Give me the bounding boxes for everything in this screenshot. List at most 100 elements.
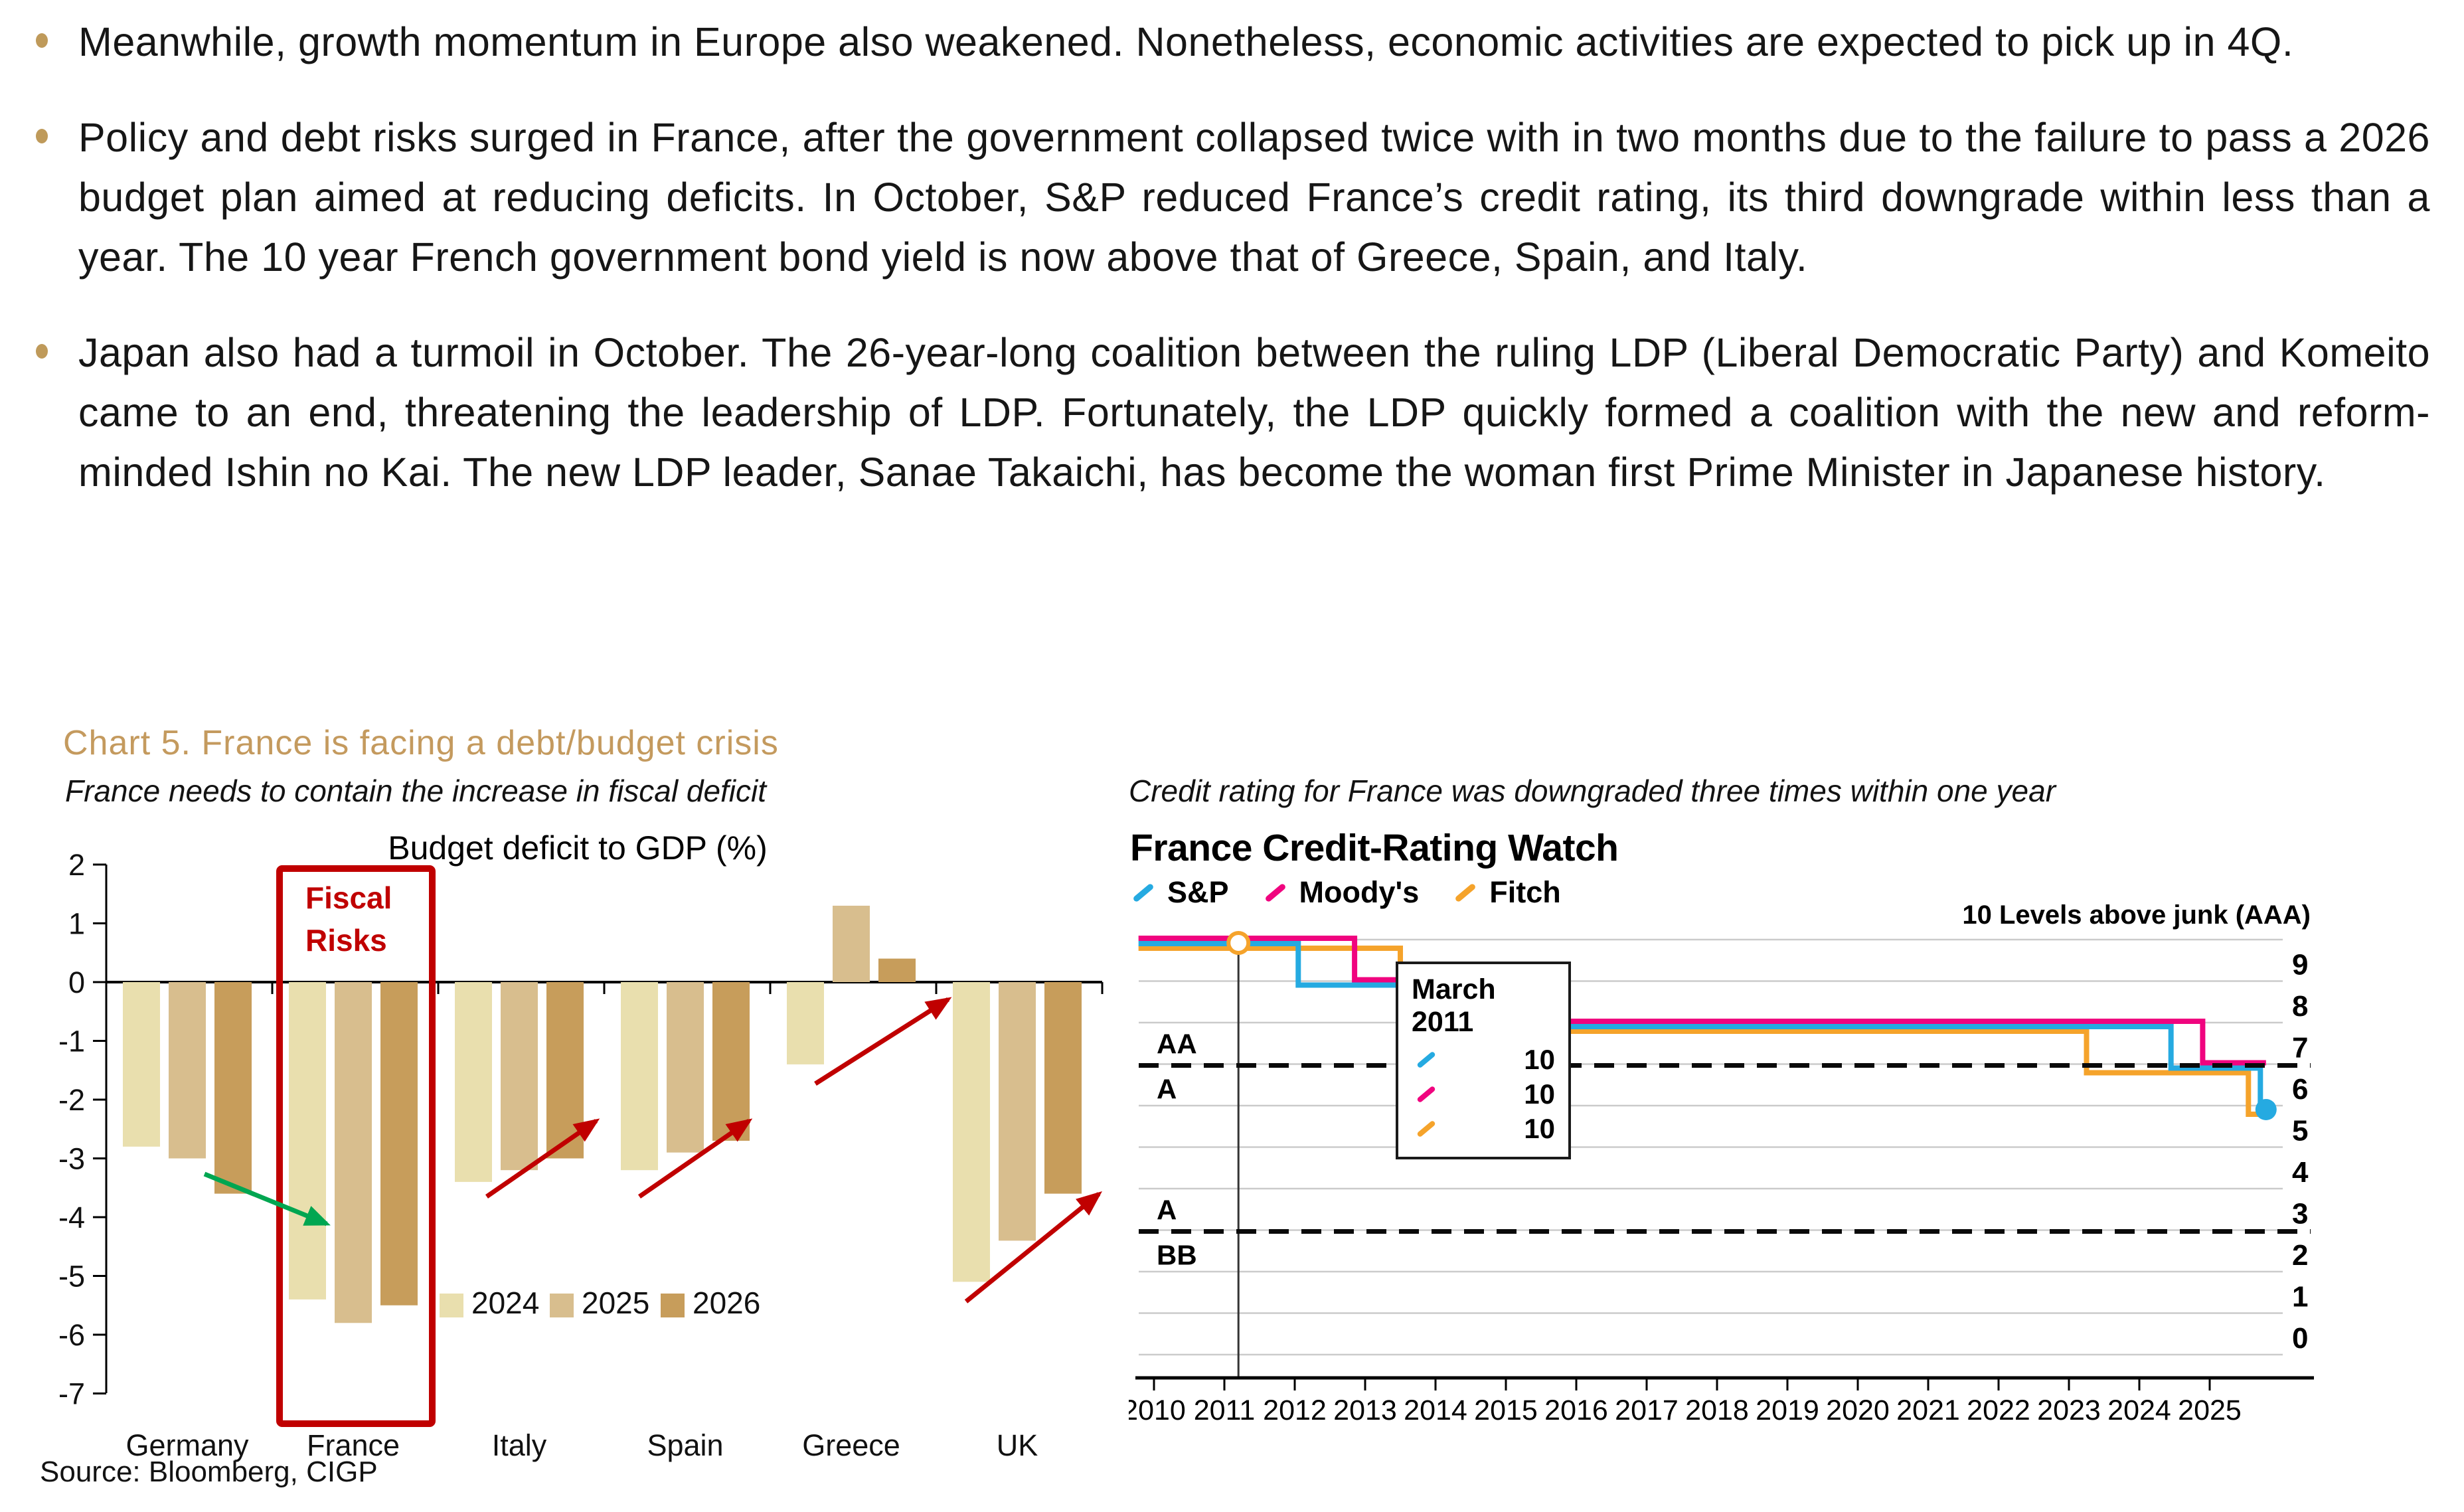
bullet-item: Policy and debt risks surged in France, … <box>36 108 2430 287</box>
rating-legend: S&P Moody's Fitch <box>1131 875 1561 910</box>
rating-line-fitch <box>1138 946 2265 1117</box>
y-tick-label: -2 <box>58 1083 85 1117</box>
tooltip-slash-icon <box>1416 1120 1436 1138</box>
category-label: Germany <box>125 1428 249 1462</box>
budget-deficit-chart: Budget deficit to GDP (%) 2 1 0 -1 -2 -3 -4 -5 -… <box>27 823 1129 1494</box>
tooltip-slash-icon <box>1416 1085 1436 1104</box>
tooltip-value: 10 <box>1524 1113 1555 1144</box>
uk-trend-arrow <box>964 1191 1102 1303</box>
band-label-above: A <box>1157 1195 1177 1226</box>
level-label: 3 <box>2292 1198 2308 1230</box>
level-label: 2 <box>2292 1239 2308 1272</box>
spain-trend-arrow <box>638 1118 753 1199</box>
year-label: 2010 <box>1129 1394 1186 1426</box>
year-label: 2018 <box>1685 1394 1749 1426</box>
level-label: 4 <box>2292 1156 2309 1189</box>
bullet-text: Japan also had a turmoil in October. The… <box>78 330 2430 495</box>
year-label: 2021 <box>1896 1394 1960 1426</box>
legend-label-2025: 2025 <box>582 1286 649 1320</box>
italy-trend-arrow <box>485 1118 600 1199</box>
tooltip-row-fitch: 10 <box>1412 1112 1555 1146</box>
fiscal-risks-line2: Risks <box>305 923 387 958</box>
right-chart-title: France Credit-Rating Watch <box>1130 827 1619 869</box>
year-label: 2012 <box>1263 1394 1327 1426</box>
legend-swatch-2026 <box>661 1294 685 1317</box>
tooltip-value: 10 <box>1524 1044 1555 1075</box>
y-tick-label: 1 <box>68 907 85 941</box>
bullet-text: Meanwhile, growth momentum in Europe als… <box>78 19 2294 64</box>
legend-label: Fitch <box>1489 875 1561 909</box>
rating-line-moodys <box>1138 936 2266 1066</box>
levels-above-junk-note: 10 Levels above junk (AAA) <box>1962 900 2311 930</box>
year-label: 2024 <box>2107 1394 2171 1426</box>
march-2011-tooltip: March 2011 10 10 10 <box>1396 962 1571 1159</box>
fiscal-risks-callout: Fiscal Risks <box>305 877 392 962</box>
chart-heading: Chart 5. France is facing a debt/budget … <box>63 724 779 763</box>
legend-item-fitch: Fitch <box>1453 875 1561 910</box>
tooltip-row-moodys: 10 <box>1412 1077 1555 1112</box>
greece-trend-arrow <box>814 997 952 1086</box>
bar-germany-2025 <box>169 982 206 1159</box>
year-label: 2022 <box>1967 1394 2030 1426</box>
endpoint-dot-sp <box>2255 1099 2277 1120</box>
year-label: 2020 <box>1826 1394 1890 1426</box>
band-label-below: BB <box>1157 1240 1197 1271</box>
category-label: Greece <box>802 1428 900 1462</box>
category-label: France <box>307 1428 400 1462</box>
right-chart-subtitle: Credit rating for France was downgraded … <box>1129 774 2056 808</box>
bullet-text: Policy and debt risks surged in France, … <box>78 115 2430 280</box>
source-note: Source: Bloomberg, CIGP <box>40 1456 378 1488</box>
rating-line-sp <box>1138 941 2266 1112</box>
year-label: 2019 <box>1756 1394 1819 1426</box>
level-label: 9 <box>2292 949 2308 981</box>
level-label: 8 <box>2292 990 2308 1023</box>
legend-label-2026: 2026 <box>693 1286 760 1320</box>
bar-italy-2025 <box>501 982 538 1171</box>
bar-france-2024 <box>289 982 326 1300</box>
year-label: 2025 <box>2178 1394 2242 1426</box>
year-label: 2015 <box>1474 1394 1538 1426</box>
tooltip-value: 10 <box>1524 1078 1555 1110</box>
tooltip-row-sp: 10 <box>1412 1043 1555 1077</box>
bar-uk-2025 <box>999 982 1036 1241</box>
band-label-below: A <box>1157 1074 1177 1105</box>
y-tick-label: 2 <box>68 848 85 882</box>
bar-france-2026 <box>380 982 418 1305</box>
fiscal-risks-box <box>276 865 436 1427</box>
legend-item-sp: S&P <box>1131 875 1229 910</box>
event-marker-circle <box>1226 931 1251 955</box>
y-tick-label: -4 <box>58 1201 85 1234</box>
bullet-item: Meanwhile, growth momentum in Europe als… <box>36 12 2430 72</box>
y-tick-label: -6 <box>58 1318 85 1352</box>
bar-france-2025 <box>335 982 372 1323</box>
category-label: UK <box>997 1428 1038 1462</box>
legend-label-2024: 2024 <box>471 1286 539 1320</box>
y-tick-label: -5 <box>58 1260 85 1294</box>
tooltip-slash-icon <box>1416 1050 1436 1069</box>
bullet-dot-icon <box>36 33 48 48</box>
bar-spain-2024 <box>621 982 658 1171</box>
bar-greece-2026 <box>878 958 916 982</box>
bar-italy-2024 <box>455 982 492 1182</box>
legend-label: S&P <box>1167 875 1229 909</box>
bar-greece-2024 <box>787 982 824 1064</box>
bar-germany-2024 <box>123 982 160 1147</box>
germany-trend-arrow <box>203 1171 331 1226</box>
legend-swatch-2024 <box>440 1294 463 1317</box>
level-label: 6 <box>2292 1073 2308 1106</box>
credit-rating-chart: France Credit-Rating Watch S&P Moody's Fit… <box>1129 823 2464 1494</box>
budget-deficit-plot: 2 1 0 -1 -2 -3 -4 -5 -6 -7 Germany France Italy Spain… <box>58 848 1104 1462</box>
legend-swatch-2025 <box>550 1294 574 1317</box>
y-tick-label: 0 <box>68 966 85 999</box>
y-tick-label: -3 <box>58 1142 85 1176</box>
fiscal-risks-line1: Fiscal <box>305 881 392 915</box>
level-label: 7 <box>2292 1032 2308 1064</box>
year-label: 2017 <box>1615 1394 1679 1426</box>
bar-germany-2026 <box>214 982 252 1194</box>
category-label: Spain <box>647 1428 723 1462</box>
level-label: 0 <box>2292 1322 2308 1355</box>
left-chart-title: Budget deficit to GDP (%) <box>388 829 768 867</box>
bar-uk-2026 <box>1044 982 1082 1194</box>
left-chart-subtitle: France needs to contain the increase in … <box>65 774 767 808</box>
